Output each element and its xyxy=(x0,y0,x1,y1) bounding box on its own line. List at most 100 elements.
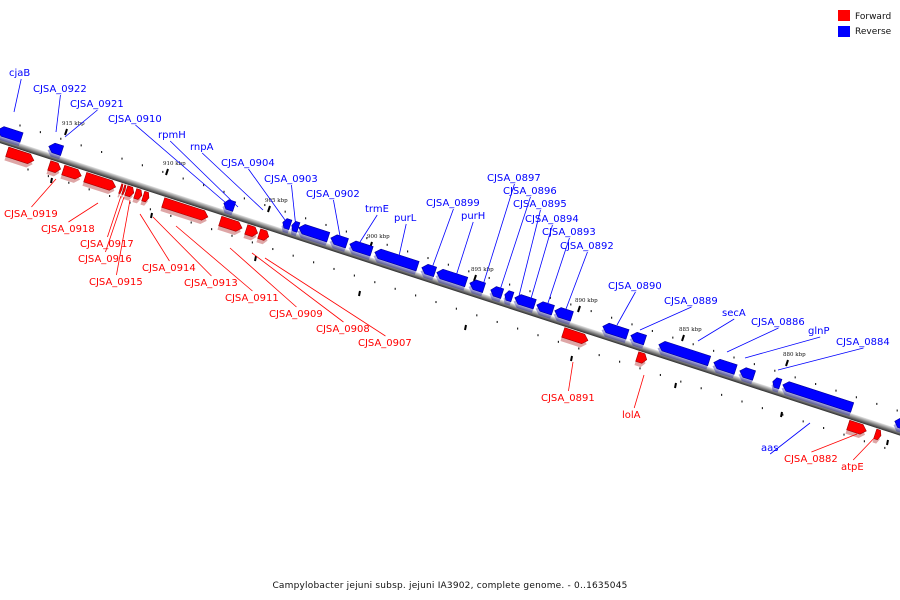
kbp-label: 900 kbp xyxy=(367,234,390,240)
reverse-gene-label: CJSA_0893 xyxy=(542,227,596,238)
reverse-gene-arrow xyxy=(47,142,65,160)
reverse-gene-arrow xyxy=(535,301,555,319)
genome-axis xyxy=(0,134,900,449)
forward-gene-arrow xyxy=(140,190,150,206)
label-leader-line xyxy=(264,257,386,337)
reverse-gene-label: cjaB xyxy=(9,68,30,79)
forward-gene-label: CJSA_0919 xyxy=(4,209,58,220)
kbp-mark: 905 kbp xyxy=(265,198,288,213)
gene-body xyxy=(873,428,882,441)
forward-gene-arrow xyxy=(243,224,259,241)
scale-tick-major-lower xyxy=(570,355,573,362)
kbp-major-tick xyxy=(473,274,477,282)
reverse-gene-arrow xyxy=(738,367,756,385)
kbp-mark: 880 kbp xyxy=(783,352,806,367)
label-leader-line xyxy=(455,221,474,277)
reverse-gene-arrow xyxy=(420,264,438,281)
forward-gene-arrow xyxy=(132,188,143,204)
label-leader-line xyxy=(68,202,99,223)
gene-body xyxy=(282,218,293,231)
reverse-gene-arrow xyxy=(629,331,647,349)
gene-body xyxy=(61,164,82,180)
kbp-major-tick xyxy=(165,168,169,176)
forward-gene-label: CJSA_0882 xyxy=(784,454,838,465)
legend: Forward Reverse xyxy=(838,10,892,37)
gene-body xyxy=(602,322,630,340)
reverse-gene-label: trmE xyxy=(365,204,389,215)
label-leader-line xyxy=(291,184,297,229)
kbp-mark: 895 kbp xyxy=(471,267,494,282)
reverse-gene-label: CJSA_0884 xyxy=(836,337,890,348)
reverse-gene-arrow xyxy=(893,417,900,434)
gene-body xyxy=(47,160,62,173)
reverse-gene-label: CJSA_0903 xyxy=(264,174,318,185)
gene-body xyxy=(894,417,900,431)
reverse-gene-arrow xyxy=(0,126,24,147)
forward-gene-arrow xyxy=(872,428,882,444)
label-leader-line xyxy=(482,183,515,286)
label-leader-line xyxy=(726,327,779,353)
gene-body xyxy=(846,419,867,435)
scale-tick-major-lower xyxy=(50,177,53,184)
gene-body xyxy=(244,224,259,237)
label-leader-line xyxy=(639,306,692,331)
reverse-gene-arrow xyxy=(373,248,420,275)
reverse-gene-label: CJSA_0910 xyxy=(108,114,162,125)
forward-gene-arrow xyxy=(160,197,209,225)
reverse-gene-label: CJSA_0890 xyxy=(608,281,662,292)
reverse-gene-arrow xyxy=(712,358,738,379)
label-leader-line xyxy=(251,252,344,323)
forward-gene-label: CJSA_0913 xyxy=(184,278,238,289)
kbp-mark: 915 kbp xyxy=(62,121,85,136)
reverse-gene-label: secA xyxy=(722,308,746,319)
label-leader-line xyxy=(777,347,864,371)
label-leader-line xyxy=(152,216,212,277)
gene-body xyxy=(83,172,117,191)
forward-genes xyxy=(4,146,882,444)
scale-tick-major-lower xyxy=(254,255,257,262)
gene-body xyxy=(5,146,35,164)
reverse-gene-arrow xyxy=(553,307,574,325)
label-leader-line xyxy=(139,213,170,262)
label-leader-line xyxy=(568,361,574,392)
label-leader-line xyxy=(431,208,454,269)
gene-body xyxy=(782,381,855,413)
label-leader-line xyxy=(333,199,341,237)
reverse-gene-arrow xyxy=(468,279,486,297)
label-leader-line xyxy=(229,247,297,308)
label-leader-line xyxy=(616,291,636,326)
reverse-gene-label: CJSA_0889 xyxy=(664,296,718,307)
reverse-gene-arrow xyxy=(771,377,783,393)
gene-body xyxy=(118,183,124,195)
kbp-label: 910 kbp xyxy=(163,161,186,167)
label-leader-line xyxy=(64,109,98,138)
label-leader-line xyxy=(201,152,264,211)
forward-gene-arrow xyxy=(60,164,82,183)
forward-gene-arrow xyxy=(82,172,117,195)
reverse-gene-arrow xyxy=(435,268,469,291)
forward-gene-arrow xyxy=(217,215,243,236)
gene-body xyxy=(330,234,349,249)
gene-body xyxy=(554,307,574,322)
gene-body xyxy=(561,327,589,345)
kbp-label: 885 kbp xyxy=(679,327,702,333)
ticks xyxy=(19,124,898,449)
gene-body xyxy=(141,190,150,203)
legend-reverse-swatch xyxy=(838,26,850,37)
forward-gene-arrow xyxy=(845,419,867,438)
gene-body xyxy=(374,248,420,272)
gene-body xyxy=(298,224,331,243)
kbp-major-tick xyxy=(681,334,685,342)
forward-gene-arrow xyxy=(560,327,589,348)
reverse-gene-label: CJSA_0894 xyxy=(525,214,579,225)
label-leader-line xyxy=(31,178,57,208)
gene-body xyxy=(124,185,135,198)
label-leader-line xyxy=(55,94,61,133)
kbp-major-tick xyxy=(267,205,271,213)
gene-body xyxy=(536,301,555,316)
kbp-major-tick xyxy=(785,359,789,367)
reverse-gene-label: CJSA_0902 xyxy=(306,189,360,200)
reverse-gene-arrow xyxy=(281,218,293,234)
